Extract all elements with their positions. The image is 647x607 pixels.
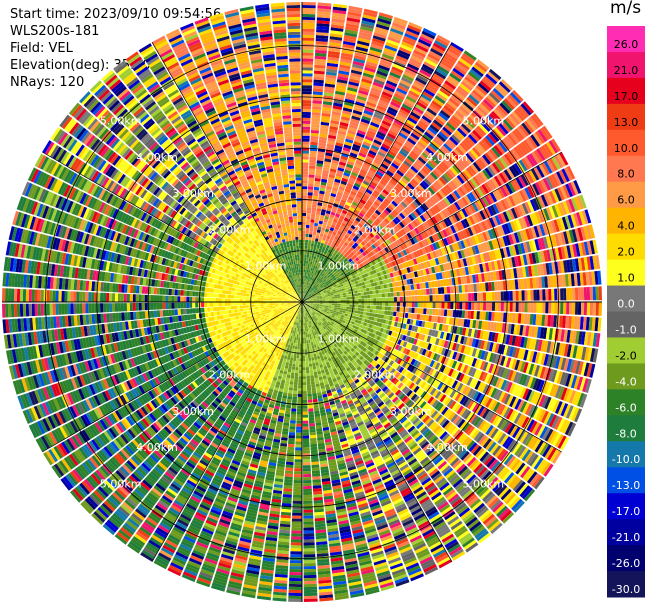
range-ring-label: 2.00km xyxy=(354,369,396,382)
range-ring-label: 2.00km xyxy=(209,369,251,382)
colorbar-tick-label: 6.0 xyxy=(617,194,635,207)
azimuth-line xyxy=(151,42,303,303)
colorbar-swatch xyxy=(607,155,645,183)
azimuth-line xyxy=(301,301,453,562)
colorbar-tick-label: -6.0 xyxy=(615,401,636,414)
colorbar-swatch xyxy=(607,545,645,572)
range-ring-label: 3.00km xyxy=(390,405,432,418)
colorbar-swatch xyxy=(607,415,645,442)
range-ring-label: 2.00km xyxy=(354,224,396,237)
colorbar-swatch xyxy=(607,571,645,598)
colorbar-tick-label: -13.0 xyxy=(612,479,640,492)
range-ring-label: 2.00km xyxy=(209,224,251,237)
azimuth-line xyxy=(42,151,303,303)
colorbar-swatch xyxy=(607,181,645,209)
range-ring-label: 4.00km xyxy=(426,151,468,164)
colorbar-tick-label: 17.0 xyxy=(614,90,639,103)
colorbar: 26.0 21.0 17.0 13.0 10.0 8.0 6.0 4.0 2.0 1.0 0.0 -1… xyxy=(607,26,645,598)
range-ring-label: 5.00km xyxy=(100,477,142,490)
colorbar-tick-label: 0.0 xyxy=(617,298,635,311)
start-time-label: Start time: 2023/09/10 09:54:56 xyxy=(10,7,222,22)
colorbar-tick-label: 4.0 xyxy=(617,220,635,233)
range-ring-label: 4.00km xyxy=(136,151,178,164)
colorbar-units: m/s xyxy=(610,0,642,18)
colorbar-swatch xyxy=(607,26,645,53)
colorbar-swatch xyxy=(607,493,645,520)
azimuth-line xyxy=(301,151,562,303)
colorbar-swatch xyxy=(607,77,645,105)
colorbar-swatch xyxy=(607,389,645,416)
range-ring-label: 5.00km xyxy=(100,115,142,128)
colorbar-tick-label: 8.0 xyxy=(617,168,635,181)
colorbar-tick-label: -4.0 xyxy=(615,375,636,388)
colorbar-tick-label: -21.0 xyxy=(612,531,640,544)
nrays-label: NRays: 120 xyxy=(10,75,85,90)
colorbar-swatch xyxy=(607,467,645,494)
colorbar-tick-label: -8.0 xyxy=(615,427,636,440)
range-ring-label: 1.00km xyxy=(245,260,287,273)
colorbar-swatch xyxy=(607,129,645,157)
colorbar-tick-label: 10.0 xyxy=(614,142,639,155)
range-ring-label: 5.00km xyxy=(463,477,505,490)
range-ring-label: 3.00km xyxy=(390,187,432,200)
colorbar-swatch xyxy=(607,363,645,390)
colorbar-swatch xyxy=(607,441,645,468)
colorbar-tick-label: -10.0 xyxy=(612,453,640,466)
colorbar-swatch xyxy=(607,233,645,261)
colorbar-tick-label: 2.0 xyxy=(617,246,635,259)
colorbar-swatch xyxy=(607,259,645,287)
azimuth-line xyxy=(42,301,303,453)
azimuth-line xyxy=(301,301,562,453)
azimuth-line xyxy=(151,301,303,562)
colorbar-swatch xyxy=(607,207,645,235)
ppi-chart: 1.00km 2.00km 3.00km 4.00km 5.00km 1.00km 2.00… xyxy=(2,2,602,602)
range-ring-label: 3.00km xyxy=(172,187,214,200)
colorbar-swatch xyxy=(607,285,645,312)
colorbar-tick-label: 1.0 xyxy=(617,272,635,285)
colorbar-tick-label: -1.0 xyxy=(615,323,636,336)
instrument-label: WLS200s-181 xyxy=(10,24,100,39)
colorbar-tick-label: 13.0 xyxy=(614,116,639,129)
colorbar-tick-label: -17.0 xyxy=(612,505,640,518)
range-ring-label: 1.00km xyxy=(318,260,360,273)
colorbar-swatch xyxy=(607,311,645,338)
field-label: Field: VEL xyxy=(10,41,73,56)
radial-gates xyxy=(2,2,602,602)
colorbar-tick-label: 26.0 xyxy=(614,38,639,51)
colorbar-swatch xyxy=(607,519,645,546)
colorbar-swatch xyxy=(607,103,645,131)
colorbar-swatch xyxy=(607,51,645,79)
range-ring-label: 3.00km xyxy=(172,405,214,418)
range-ring-label: 4.00km xyxy=(426,441,468,454)
colorbar-tick-label: -2.0 xyxy=(615,349,636,362)
colorbar-tick-label: -30.0 xyxy=(612,583,640,596)
colorbar-tick-label: -26.0 xyxy=(612,557,640,570)
range-ring-label: 1.00km xyxy=(318,332,360,345)
range-ring-label: 1.00km xyxy=(245,332,287,345)
azimuth-line xyxy=(301,42,453,303)
range-ring-label: 4.00km xyxy=(136,441,178,454)
colorbar-swatch xyxy=(607,337,645,364)
colorbar-tick-label: 21.0 xyxy=(614,64,639,77)
range-ring-label: 5.00km xyxy=(463,115,505,128)
